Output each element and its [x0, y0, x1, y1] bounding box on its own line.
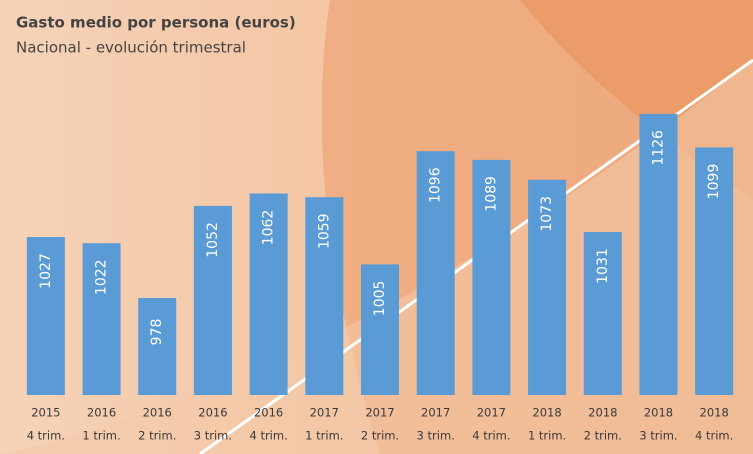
x-tick-label: 2017 [477, 406, 506, 420]
x-tick-label: 4 trim. [249, 429, 287, 443]
bar [249, 193, 288, 395]
x-tick-label: 3 trim. [194, 429, 232, 443]
value-label: 1022 [94, 259, 110, 295]
bar [695, 147, 734, 395]
value-label: 1073 [539, 196, 555, 232]
chart-title: Gasto medio por persona (euros) [16, 14, 296, 32]
bar [82, 243, 121, 395]
bar [361, 264, 399, 395]
x-tick-label: 4 trim. [472, 429, 510, 443]
x-tick-label: 2018 [644, 406, 673, 420]
x-tick-label: 2018 [532, 406, 561, 420]
value-label: 1005 [372, 281, 388, 317]
value-label: 1062 [261, 210, 277, 246]
x-tick-label: 1 trim. [528, 429, 566, 443]
x-tick-label: 2017 [310, 406, 339, 420]
x-tick-label: 2 trim. [584, 429, 622, 443]
value-label: 1089 [483, 176, 499, 212]
bar [305, 197, 344, 395]
value-label: 978 [149, 319, 165, 346]
x-tick-label: 2017 [421, 406, 450, 420]
bar [26, 237, 65, 395]
x-tick-label: 2018 [700, 406, 729, 420]
bar [528, 179, 567, 395]
value-label: 1027 [38, 253, 54, 289]
value-label: 1126 [650, 130, 666, 166]
bar [416, 151, 455, 395]
x-tick-label: 3 trim. [417, 429, 455, 443]
x-tick-label: 3 trim. [639, 429, 677, 443]
x-tick-label: 4 trim. [695, 429, 733, 443]
x-tick-label: 1 trim. [305, 429, 343, 443]
bar [193, 205, 232, 395]
x-tick-label: 2 trim. [138, 429, 176, 443]
x-tick-label: 2 trim. [361, 429, 399, 443]
value-label: 1099 [706, 164, 722, 200]
value-label: 1031 [595, 248, 611, 284]
x-tick-label: 1 trim. [82, 429, 120, 443]
x-tick-label: 2016 [87, 406, 116, 420]
bar [583, 232, 622, 395]
x-tick-label: 2017 [365, 406, 394, 420]
bar [639, 113, 678, 395]
x-tick-label: 4 trim. [27, 429, 65, 443]
value-label: 1059 [316, 213, 332, 249]
value-label: 1052 [205, 222, 221, 258]
x-tick-label: 2015 [31, 406, 60, 420]
x-tick-label: 2018 [588, 406, 617, 420]
bar [472, 159, 511, 395]
x-tick-label: 2016 [254, 406, 283, 420]
bar [138, 297, 177, 395]
value-label: 1096 [428, 167, 444, 203]
x-tick-label: 2016 [198, 406, 227, 420]
x-tick-label: 2016 [143, 406, 172, 420]
chart-subtitle: Nacional - evolución trimestral [16, 39, 246, 57]
